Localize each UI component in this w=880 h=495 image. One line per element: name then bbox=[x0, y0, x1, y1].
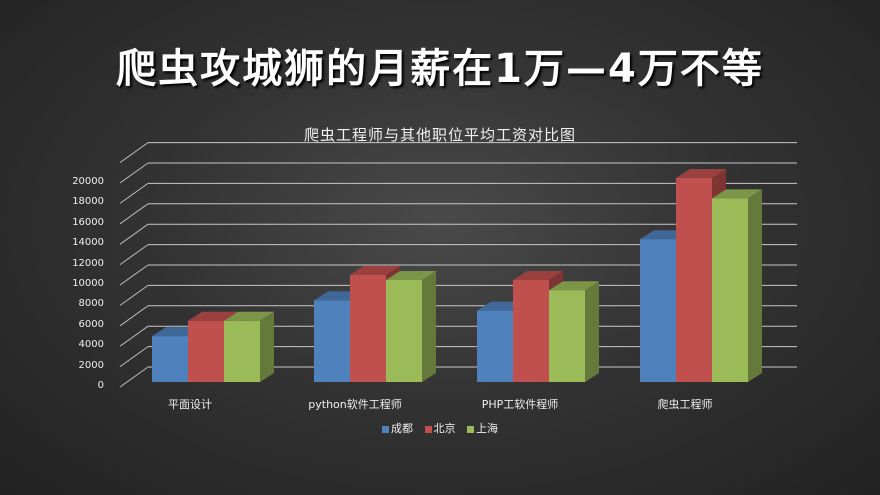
bar-3-2 bbox=[712, 198, 748, 382]
legend-swatch-icon bbox=[467, 425, 474, 433]
bar-3-1 bbox=[676, 178, 712, 382]
legend-swatch-icon bbox=[382, 425, 389, 433]
y-tick-label: 16000 bbox=[72, 216, 104, 228]
bar-1-0 bbox=[314, 300, 350, 382]
y-tick-label: 6000 bbox=[78, 318, 104, 330]
bar-2-0 bbox=[477, 310, 513, 382]
bar-3-0 bbox=[640, 239, 676, 382]
y-tick-label: 14000 bbox=[72, 237, 104, 249]
y-tick-label: 20000 bbox=[72, 176, 104, 187]
x-axis-label-2: PHP工软件程师 bbox=[481, 398, 559, 411]
y-tick-label: 2000 bbox=[78, 359, 104, 371]
y-tick-label: 0 bbox=[97, 380, 104, 391]
y-tick-label: 18000 bbox=[72, 196, 104, 208]
y-tick-label: 10000 bbox=[72, 278, 104, 289]
chart-title: 爬虫工程师与其他职位平均工资对比图 bbox=[303, 126, 576, 144]
chart-legend: 成都 北京 上海 bbox=[0, 420, 880, 436]
x-axis-label-0: 平面设计 bbox=[168, 398, 212, 411]
bar-1-1 bbox=[350, 274, 386, 382]
y-tick-label: 12000 bbox=[72, 257, 104, 269]
legend-item-chengdu: 成都 bbox=[382, 420, 413, 436]
legend-swatch-icon bbox=[424, 425, 432, 433]
x-axis-label-1: python软件工程师 bbox=[308, 398, 402, 411]
legend-item-beijing: 北京 bbox=[424, 420, 456, 436]
bar-2-2 bbox=[549, 290, 585, 382]
bar-0-2 bbox=[224, 320, 260, 382]
bar-1-2 bbox=[386, 280, 422, 382]
legend-item-shanghai: 上海 bbox=[467, 420, 498, 436]
slide-headline: 爬虫攻城狮的月薪在1万—4万不等 bbox=[116, 46, 764, 92]
y-tick-label: 4000 bbox=[78, 339, 104, 351]
bar-0-0 bbox=[152, 336, 188, 382]
y-tick-label: 8000 bbox=[78, 298, 104, 310]
bar-2-1 bbox=[513, 280, 549, 382]
bar-0-1 bbox=[188, 320, 224, 382]
x-axis-label-3: 爬虫工程师 bbox=[657, 398, 713, 411]
